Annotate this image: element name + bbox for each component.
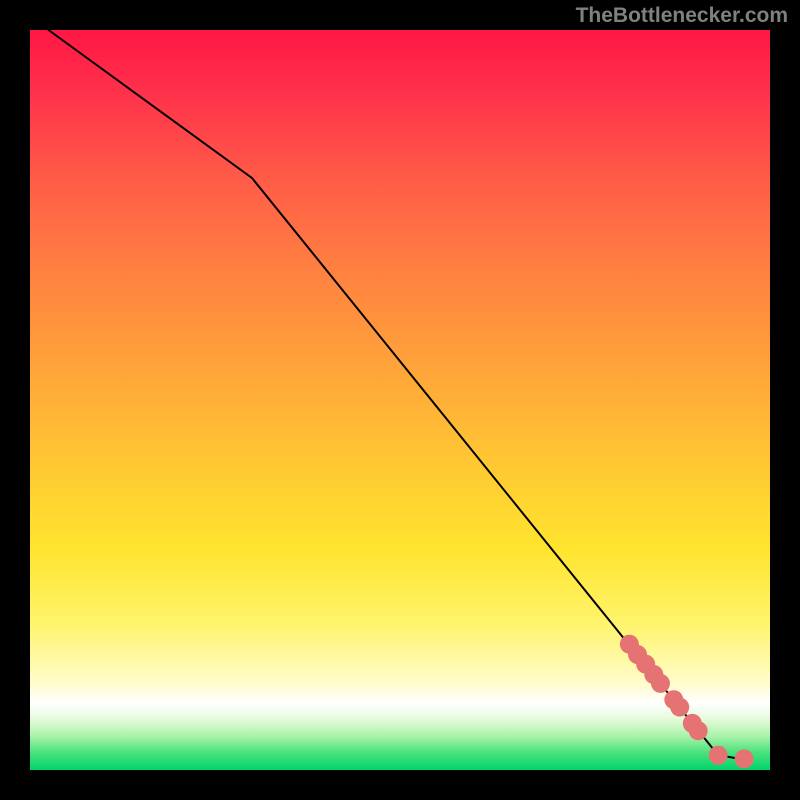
watermark-text: TheBottlenecker.com: [576, 4, 788, 28]
gradient-background: [30, 30, 770, 770]
data-marker: [689, 721, 708, 740]
chart-svg: [30, 30, 770, 770]
data-marker: [651, 674, 670, 693]
canvas: TheBottlenecker.com: [0, 0, 800, 800]
data-marker: [735, 749, 754, 768]
data-marker: [670, 698, 689, 717]
data-marker: [709, 746, 728, 765]
plot-area: [30, 30, 770, 770]
